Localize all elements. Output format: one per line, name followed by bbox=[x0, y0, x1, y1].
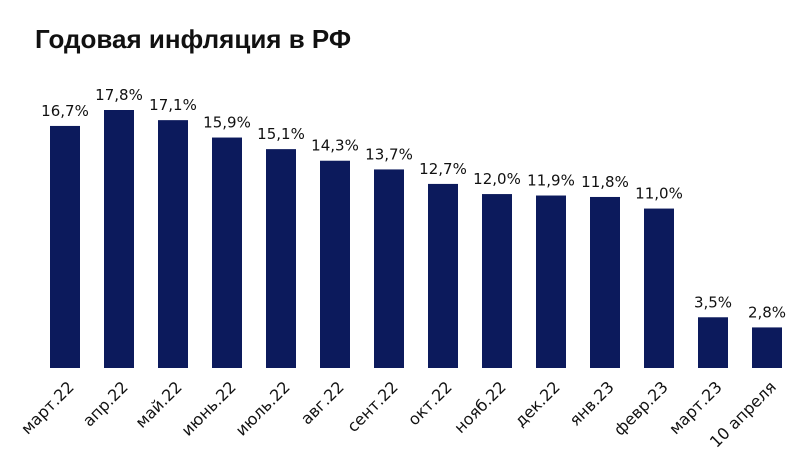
x-tick-label: дек.22 bbox=[511, 377, 564, 430]
value-label: 12,7% bbox=[419, 160, 467, 178]
value-label: 11,8% bbox=[581, 173, 629, 191]
value-label: 14,3% bbox=[311, 137, 359, 155]
x-tick-label: нояб.22 bbox=[450, 377, 510, 437]
value-label: 13,7% bbox=[365, 145, 413, 163]
bar bbox=[158, 120, 188, 369]
x-tick-label: окт.22 bbox=[404, 377, 456, 429]
x-tick-label: июнь.22 bbox=[177, 377, 239, 439]
bar bbox=[50, 125, 80, 368]
value-label: 17,1% bbox=[149, 96, 197, 114]
value-label: 17,8% bbox=[95, 86, 143, 104]
bar bbox=[320, 160, 350, 368]
bar bbox=[374, 169, 404, 368]
bar bbox=[536, 195, 566, 368]
value-label: 11,9% bbox=[527, 172, 575, 190]
value-label: 2,8% bbox=[748, 303, 786, 321]
x-tick-label: март.22 bbox=[17, 377, 78, 438]
x-tick-label: май.22 bbox=[132, 377, 186, 431]
value-label: 15,9% bbox=[203, 114, 251, 132]
value-label: 12,0% bbox=[473, 170, 521, 188]
bar bbox=[644, 208, 674, 368]
value-label: 15,1% bbox=[257, 125, 305, 143]
bar bbox=[212, 137, 242, 368]
value-label: 16,7% bbox=[41, 102, 89, 120]
bar bbox=[104, 110, 134, 368]
x-tick-label: июль.22 bbox=[232, 377, 294, 439]
bar bbox=[752, 327, 782, 368]
chart-title: Годовая инфляция в РФ bbox=[35, 24, 351, 54]
x-tick-label: апр.22 bbox=[79, 377, 132, 430]
bar bbox=[482, 194, 512, 368]
x-tick-label: янв.23 bbox=[566, 377, 618, 429]
value-label: 11,0% bbox=[635, 185, 683, 203]
bar bbox=[266, 149, 296, 368]
value-label: 3,5% bbox=[694, 293, 732, 311]
bar bbox=[428, 183, 458, 368]
bar bbox=[590, 196, 620, 368]
x-tick-label: сент.22 bbox=[343, 377, 402, 436]
bar bbox=[698, 317, 728, 368]
x-tick-label: авг.22 bbox=[297, 377, 348, 428]
x-tick-label: февр.23 bbox=[610, 377, 672, 439]
